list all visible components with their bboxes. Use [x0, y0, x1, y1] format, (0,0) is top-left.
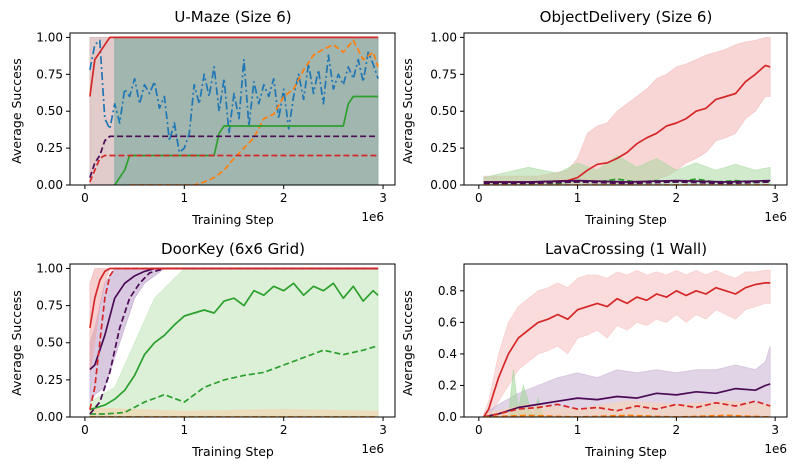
series-layer	[483, 269, 771, 417]
y-tick-label: 0.75	[36, 67, 63, 81]
band-teal-band	[114, 37, 379, 185]
y-tick-label: 0.8	[438, 284, 457, 298]
x-tick-label: 0	[475, 423, 483, 437]
x-tick-label: 1	[180, 191, 188, 205]
y-tick-label: 0.75	[36, 299, 63, 313]
line-blue	[89, 39, 379, 154]
x-tick-label: 2	[280, 423, 288, 437]
axes-frame	[69, 263, 396, 418]
x-tick-label: 3	[771, 191, 779, 205]
y-tick-label: 0.25	[36, 373, 63, 387]
axes-frame	[463, 32, 788, 186]
y-tick-label: 0.50	[36, 104, 63, 118]
y-axis-label: Average Success	[400, 290, 415, 396]
axes-frame	[463, 263, 788, 418]
line-purple	[483, 179, 771, 183]
y-tick-label: 1.00	[36, 261, 63, 275]
x-tick-label: 3	[379, 423, 387, 437]
x-tick-label: 1	[574, 191, 582, 205]
y-tick-label: 0.25	[430, 141, 457, 155]
x-tick-label: 3	[771, 423, 779, 437]
y-tick-label: 0.75	[430, 67, 457, 81]
y-tick-label: 0.50	[430, 104, 457, 118]
line-green-dashed	[89, 344, 379, 415]
panel-object-delivery: ObjectDelivery (Size 6) Average Success …	[400, 8, 788, 227]
x-multiplier-label: 1e6	[361, 442, 384, 456]
x-tick-label: 3	[379, 191, 387, 205]
line-orange	[129, 39, 379, 185]
y-tick-label: 0.00	[430, 178, 457, 192]
x-tick-label: 2	[673, 423, 681, 437]
x-tick-label: 2	[280, 191, 288, 205]
x-axis-label: Training Step	[191, 212, 274, 227]
x-multiplier-label: 1e6	[764, 442, 787, 456]
band-green-band	[89, 268, 379, 417]
y-axis-label: Average Success	[9, 58, 24, 164]
line-green	[113, 95, 379, 185]
x-axis-label: Training Step	[584, 444, 667, 459]
line-red-dashed	[89, 267, 379, 410]
x-tick-label: 2	[673, 191, 681, 205]
line-red	[483, 64, 771, 183]
x-multiplier-label: 1e6	[764, 210, 787, 224]
band-red	[483, 37, 771, 185]
plot-area: 0 1 2 3 0.00 0.25 0.50 0.75 1.00	[36, 30, 396, 205]
y-tick-label: 1.00	[36, 30, 63, 44]
line-purple-dashed	[89, 267, 379, 415]
band-green	[483, 155, 771, 185]
x-tick-label: 0	[475, 191, 483, 205]
series-layer	[89, 36, 379, 185]
panel-title: LavaCrossing (1 Wall)	[545, 240, 707, 258]
x-tick-label: 0	[81, 191, 89, 205]
panel-u-maze: U-Maze (Size 6) Average Success Training…	[9, 8, 396, 227]
y-tick-label: 0.00	[36, 410, 63, 424]
band-red	[483, 269, 771, 417]
band-purple	[483, 345, 771, 417]
line-red-dashed	[483, 400, 771, 417]
series-layer	[483, 37, 771, 185]
panel-title: U-Maze (Size 6)	[174, 8, 291, 26]
x-axis-label: Training Step	[191, 444, 274, 459]
y-tick-label: 0.4	[438, 347, 457, 361]
panel-title: DoorKey (6x6 Grid)	[161, 240, 305, 258]
axes-frame	[69, 32, 396, 186]
band-orange	[89, 407, 379, 417]
series-layer	[89, 267, 379, 417]
plot-area: 0 1 2 3 0.00 0.25 0.50 0.75 1.00	[36, 261, 396, 437]
line-purple	[483, 383, 771, 417]
y-tick-label: 0.50	[36, 336, 63, 350]
y-tick-label: 0.6	[438, 315, 457, 329]
x-axis-label: Training Step	[584, 212, 667, 227]
line-red-dashed	[89, 154, 379, 183]
y-axis-label: Average Success	[400, 58, 415, 164]
line-green	[89, 282, 379, 411]
line-purple-dashed	[89, 135, 379, 178]
panel-title: ObjectDelivery (Size 6)	[540, 8, 713, 26]
y-axis-label: Average Success	[9, 290, 24, 396]
panel-lavacrossing: LavaCrossing (1 Wall) Average Success Tr…	[400, 240, 788, 459]
y-tick-label: 0.25	[36, 141, 63, 155]
x-tick-label: 1	[574, 423, 582, 437]
x-tick-label: 1	[180, 423, 188, 437]
plot-area: 0 1 2 3 0.00 0.25 0.50 0.75 1.00	[430, 30, 788, 205]
y-tick-label: 0.2	[438, 378, 457, 392]
y-tick-label: 1.00	[430, 30, 457, 44]
plot-area: 0 1 2 3 0.0 0.2 0.4 0.6 0.8	[438, 263, 788, 437]
panel-doorkey: DoorKey (6x6 Grid) Average Success Train…	[9, 240, 396, 459]
x-multiplier-label: 1e6	[361, 210, 384, 224]
line-red	[483, 282, 771, 417]
y-tick-label: 0.0	[438, 410, 457, 424]
line-red	[89, 36, 379, 97]
x-tick-label: 0	[81, 423, 89, 437]
y-tick-label: 0.00	[36, 178, 63, 192]
